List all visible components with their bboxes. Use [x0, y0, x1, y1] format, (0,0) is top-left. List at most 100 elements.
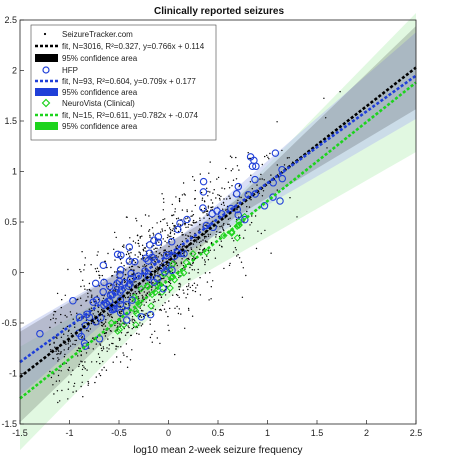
point-seizuretracker — [101, 349, 103, 352]
point-seizuretracker — [182, 265, 185, 267]
point-hfp — [234, 182, 243, 191]
point-seizuretracker — [131, 300, 133, 302]
point-neurovista — [170, 276, 179, 284]
point-seizuretracker — [173, 214, 175, 216]
point-seizuretracker — [177, 230, 180, 233]
point-seizuretracker — [172, 228, 174, 230]
point-seizuretracker — [78, 365, 80, 368]
point-seizuretracker — [149, 336, 152, 339]
fit-line-hfp — [19, 74, 417, 364]
point-seizuretracker — [232, 168, 234, 170]
point-seizuretracker — [184, 222, 186, 225]
point-seizuretracker — [209, 233, 211, 236]
point-seizuretracker — [160, 296, 163, 299]
point-seizuretracker — [179, 224, 182, 226]
point-seizuretracker — [204, 235, 207, 238]
point-seizuretracker — [180, 313, 182, 315]
point-seizuretracker — [190, 239, 192, 241]
point-seizuretracker — [228, 223, 230, 225]
point-seizuretracker — [168, 235, 170, 238]
point-seizuretracker — [137, 256, 139, 258]
point-seizuretracker — [73, 385, 75, 387]
point-seizuretracker — [158, 309, 161, 311]
point-seizuretracker — [242, 267, 244, 269]
point-seizuretracker — [138, 245, 140, 247]
point-seizuretracker — [143, 264, 146, 266]
point-seizuretracker — [182, 252, 184, 255]
point-seizuretracker — [67, 335, 69, 337]
point-seizuretracker — [249, 224, 251, 226]
point-seizuretracker — [190, 248, 193, 251]
point-seizuretracker — [60, 321, 62, 324]
point-seizuretracker — [192, 261, 194, 264]
point-seizuretracker — [125, 216, 128, 218]
point-hfp — [100, 301, 108, 309]
y-tick-label: 2 — [12, 66, 17, 76]
point-seizuretracker — [228, 264, 231, 267]
point-seizuretracker — [187, 285, 190, 287]
point-seizuretracker — [134, 261, 137, 264]
point-seizuretracker — [218, 236, 221, 238]
point-seizuretracker — [112, 337, 114, 339]
point-seizuretracker — [79, 297, 82, 299]
point-seizuretracker — [124, 303, 127, 305]
point-hfp — [167, 237, 176, 246]
point-seizuretracker — [138, 290, 140, 293]
point-seizuretracker — [125, 343, 128, 345]
point-seizuretracker — [59, 353, 61, 355]
point-hfp — [199, 188, 208, 196]
point-seizuretracker — [192, 219, 195, 222]
point-seizuretracker — [183, 292, 185, 294]
point-seizuretracker — [187, 226, 189, 228]
point-seizuretracker — [129, 261, 131, 263]
legend-label-hfp-fit: fit, N=93, R²=0.604, y=0.709x + 0.177 — [62, 77, 196, 86]
point-seizuretracker — [142, 296, 144, 298]
point-seizuretracker — [75, 390, 78, 392]
y-axis-ticks: -1.5 -1 -0.5 0 0.5 1 1.5 2 2.5 — [1, 15, 24, 429]
point-seizuretracker — [226, 198, 228, 200]
point-seizuretracker — [88, 308, 91, 310]
point-seizuretracker — [175, 293, 178, 296]
point-seizuretracker — [61, 299, 63, 301]
point-seizuretracker — [238, 216, 240, 218]
point-hfp — [148, 253, 157, 262]
point-seizuretracker — [229, 262, 231, 265]
point-hfp — [110, 304, 118, 312]
point-seizuretracker — [192, 176, 194, 178]
point-seizuretracker — [323, 97, 325, 100]
point-seizuretracker — [145, 301, 147, 303]
point-hfp — [100, 278, 108, 287]
point-seizuretracker — [104, 260, 107, 262]
point-hfp — [174, 225, 182, 234]
point-seizuretracker — [164, 288, 166, 291]
point-seizuretracker — [107, 286, 110, 288]
point-seizuretracker — [209, 249, 211, 251]
point-seizuretracker — [99, 343, 101, 345]
point-seizuretracker — [164, 302, 166, 304]
point-seizuretracker — [250, 221, 253, 224]
point-seizuretracker — [102, 348, 105, 350]
point-seizuretracker — [78, 363, 81, 366]
point-seizuretracker — [72, 343, 74, 345]
point-hfp — [81, 342, 90, 350]
point-seizuretracker — [158, 282, 161, 284]
point-seizuretracker — [104, 321, 107, 323]
point-seizuretracker — [267, 156, 269, 158]
point-seizuretracker — [218, 194, 221, 197]
point-seizuretracker — [194, 290, 197, 293]
point-seizuretracker — [156, 337, 158, 339]
point-seizuretracker — [79, 268, 81, 271]
point-seizuretracker — [205, 210, 207, 213]
point-seizuretracker — [214, 257, 217, 259]
point-seizuretracker — [115, 283, 118, 285]
point-seizuretracker — [168, 227, 171, 229]
point-seizuretracker — [260, 232, 262, 235]
point-seizuretracker — [199, 248, 201, 251]
point-seizuretracker — [209, 272, 211, 274]
legend-label-neurovista: NeuroVista (Clinical) — [62, 99, 135, 108]
point-seizuretracker — [109, 315, 111, 317]
point-seizuretracker — [203, 259, 206, 261]
point-seizuretracker — [98, 285, 101, 287]
point-seizuretracker — [169, 282, 172, 285]
point-seizuretracker — [88, 282, 91, 285]
